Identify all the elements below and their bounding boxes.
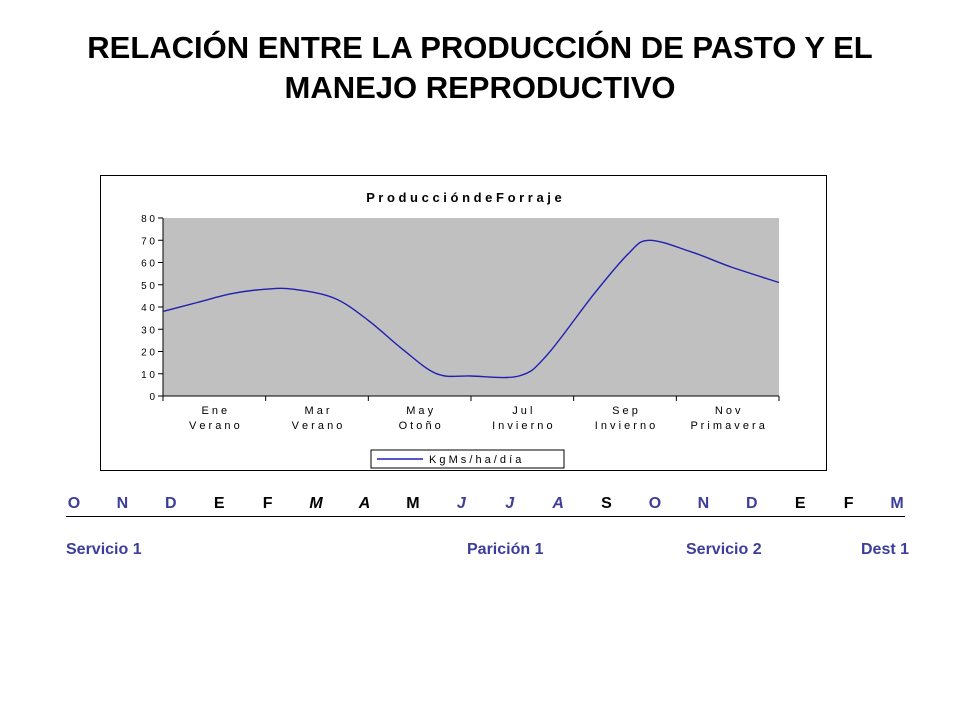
month-label: D <box>745 495 758 512</box>
page-title-line-2: MANEJO REPRODUCTIVO <box>284 70 676 105</box>
y-tick-label: 7 0 <box>141 236 155 247</box>
month-label: E <box>213 495 225 512</box>
x-tick-label-season: I n v i e r n o <box>595 420 656 432</box>
x-tick-label-season: I n v i e r n o <box>492 420 553 432</box>
x-tick-label-month: M a y <box>406 405 433 417</box>
y-tick-label: 2 0 <box>141 348 155 359</box>
month-label: S <box>601 495 612 512</box>
y-tick-label: 1 0 <box>141 370 155 381</box>
forage-production-chart: P r o d u c c i ó n d e F o r r a j e 0 1 … <box>141 190 780 469</box>
y-tick-label: 8 0 <box>141 214 155 225</box>
month-label: M <box>309 495 323 512</box>
x-tick-label-month: J u l <box>512 405 532 417</box>
month-label: F <box>262 495 273 512</box>
y-tick-label: 5 0 <box>141 281 155 292</box>
chart-frame: P r o d u c c i ó n d e F o r r a j e 0 1 … <box>100 175 827 471</box>
y-tick-label: 4 0 <box>141 303 155 314</box>
month-label: D <box>165 495 177 512</box>
y-tick-label: 6 0 <box>141 259 155 270</box>
y-tick-label: 3 0 <box>141 325 155 336</box>
x-tick-label-season: V e r a n o <box>189 420 240 432</box>
event-label: Parición 1 <box>467 541 544 558</box>
month-label: E <box>794 495 806 512</box>
event-label: Servicio 1 <box>66 541 142 558</box>
month-label: F <box>843 495 854 512</box>
x-tick-label-season: P r i m a v e r a <box>690 420 765 432</box>
series-line <box>162 239 780 379</box>
event-label: Servicio 2 <box>686 541 762 558</box>
month-label: A <box>552 495 564 512</box>
month-label: O <box>648 495 662 512</box>
x-tick-label-month: N o v <box>715 405 741 417</box>
x-tick-label-month: M a r <box>304 405 329 417</box>
legend-box <box>370 449 565 469</box>
plot-area <box>163 218 779 396</box>
event-label: Dest 1 <box>861 541 910 558</box>
month-label: M <box>890 495 904 512</box>
month-label: J <box>456 495 466 512</box>
month-label: N <box>697 495 710 512</box>
month-label: O <box>67 495 81 512</box>
page-title-line-1: RELACIÓN ENTRE LA PRODUCCIÓN DE PASTO Y … <box>87 30 873 65</box>
x-tick-label-month: S e p <box>612 405 638 417</box>
month-label: A <box>358 495 371 512</box>
chart-title: P r o d u c c i ó n d e F o r r a j e <box>366 190 562 205</box>
month-label: M <box>406 495 420 512</box>
month-label: J <box>505 495 515 512</box>
month-label: N <box>116 495 129 512</box>
page-title: RELACIÓN ENTRE LA PRODUCCIÓN DE PASTO Y … <box>40 28 920 108</box>
reproductive-events: Servicio 1 Parición 1 Servicio 2 Dest 1 <box>0 541 960 565</box>
x-tick-label-season: O t o ñ o <box>399 420 441 432</box>
y-tick-label: 0 <box>149 392 155 403</box>
x-tick-label-season: V e r a n o <box>292 420 343 432</box>
legend-label: K g M s / h a / d í a <box>429 454 522 466</box>
x-tick-label-month: E n e <box>201 405 227 417</box>
